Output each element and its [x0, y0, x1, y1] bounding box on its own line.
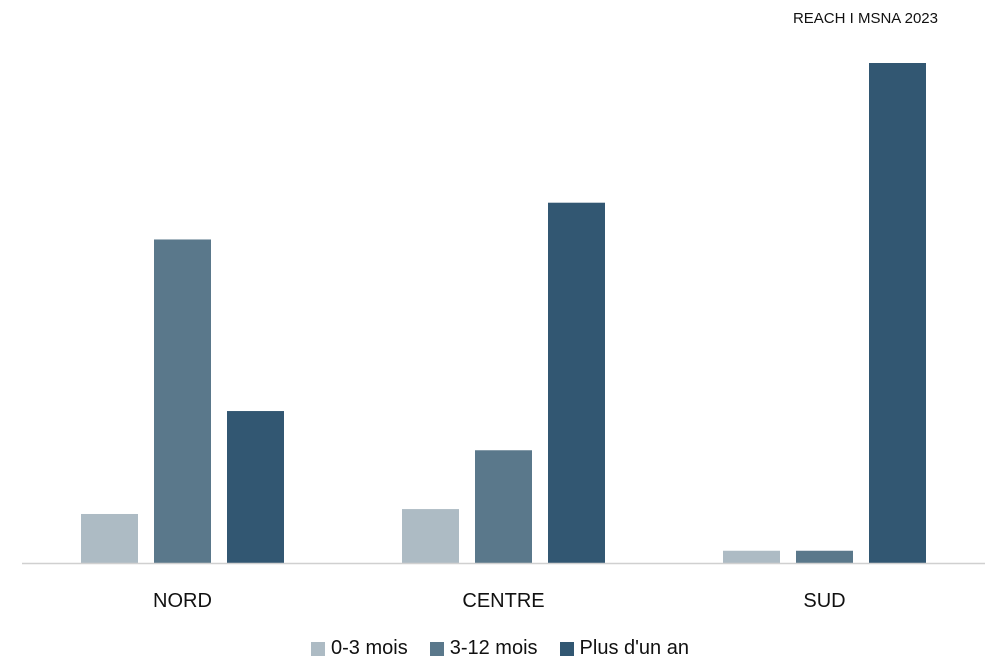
bar-sud-series-1	[796, 550, 853, 563]
bar-chart: NORD CENTRE SUD	[22, 63, 985, 612]
category-label-nord: NORD	[153, 590, 212, 612]
bar-nord-series-2	[227, 411, 284, 563]
category-label-centre: CENTRE	[462, 590, 544, 612]
legend-swatch-plus-un-an	[559, 641, 574, 656]
source-label: REACH I MSNA 2023	[792, 10, 938, 27]
legend-item-plus-un-an: Plus d'un an	[559, 637, 689, 660]
legend-swatch-0-3	[311, 641, 326, 656]
legend-label-0-3: 0-3 mois	[331, 637, 408, 659]
bar-sud-series-2	[869, 63, 926, 563]
legend-item-0-3: 0-3 mois	[311, 637, 408, 660]
bar-sud-series-0	[723, 550, 780, 563]
bar-centre-series-0	[402, 509, 459, 563]
legend-label-3-12: 3-12 mois	[449, 637, 538, 659]
bar-centre-series-1	[475, 450, 532, 563]
bar-centre-series-2	[548, 202, 605, 564]
legend-label-plus-un-an: Plus d'un an	[579, 637, 689, 659]
bar-nord-series-1	[154, 239, 211, 563]
category-label-sud: SUD	[803, 590, 845, 612]
legend-item-3-12: 3-12 mois	[429, 637, 538, 660]
bar-nord-series-0	[81, 513, 138, 563]
legend: 0-3 mois 3-12 mois Plus d'un an	[0, 637, 1000, 660]
legend-swatch-3-12	[429, 641, 444, 656]
